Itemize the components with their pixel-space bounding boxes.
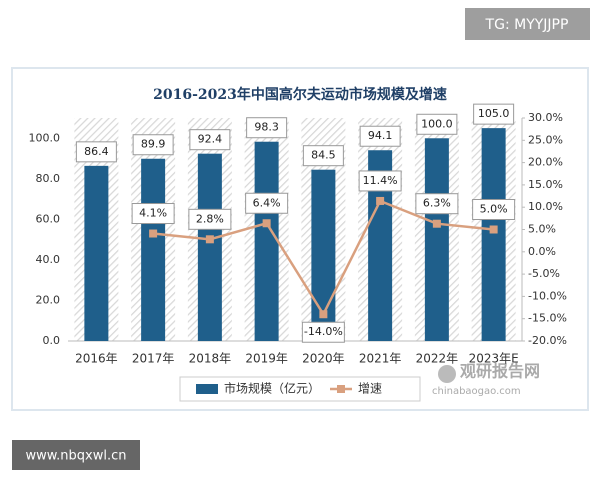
bar <box>197 153 222 341</box>
legend-swatch <box>337 385 345 393</box>
y-tick-label: 60.0 <box>36 212 61 225</box>
value-label: 89.9 <box>141 138 166 151</box>
y-tick-label: 20.0 <box>36 293 61 306</box>
value-label: 5.0% <box>480 203 508 216</box>
y2-tick-label: -5.0% <box>528 267 560 280</box>
line-marker <box>262 219 271 228</box>
label-box <box>472 199 516 220</box>
x-tick-label: 2019年 <box>245 352 288 366</box>
x-tick-label: 2016年 <box>75 352 118 366</box>
value-label: 2.8% <box>196 212 224 225</box>
value-label: 4.1% <box>139 207 167 220</box>
label-box <box>246 117 288 139</box>
line-marker <box>205 235 214 244</box>
value-label: 94.1 <box>368 129 393 142</box>
watermark-box <box>465 8 590 40</box>
bar <box>84 165 109 341</box>
value-label: 86.4 <box>84 145 109 158</box>
legend-box <box>179 376 421 402</box>
y2-tick-label: 0.0% <box>528 245 556 258</box>
x-tick-label: 2017年 <box>132 352 175 366</box>
label-box <box>188 208 232 230</box>
legend-label: 增速 <box>358 382 382 396</box>
value-label: 98.3 <box>254 121 279 134</box>
label-box <box>359 125 401 147</box>
legend-swatch <box>196 384 218 394</box>
bar <box>254 141 279 341</box>
line-marker <box>149 229 158 238</box>
x-tick-label: 2022年 <box>416 352 459 366</box>
value-label: 105.0 <box>478 107 510 120</box>
y-tick-label: 0.0 <box>43 334 61 347</box>
y2-tick-label: -15.0% <box>528 312 567 325</box>
y2-tick-label: -20.0% <box>528 334 567 347</box>
chart-title: 2016-2023年中国高尔夫运动市场规模及增速 <box>153 86 447 103</box>
logo: 观研报告网 <box>460 362 540 381</box>
watermark: www.nbqxwl.cn <box>25 449 126 464</box>
value-label: 6.4% <box>253 196 281 209</box>
line-marker <box>376 196 385 205</box>
line-marker <box>319 310 328 319</box>
label-box <box>245 192 289 214</box>
line-marker <box>489 225 498 234</box>
label-box <box>473 103 515 125</box>
label-box <box>302 145 344 167</box>
value-label: 92.4 <box>198 133 223 146</box>
legend-label: 市场规模（亿元） <box>224 381 320 396</box>
y-tick-label: 80.0 <box>36 172 61 185</box>
y2-tick-label: 10.0% <box>528 200 563 213</box>
y2-tick-label: 25.0% <box>528 133 563 146</box>
logo-url: chinabaogao.com <box>432 386 521 397</box>
bar <box>424 138 449 341</box>
label-box <box>415 193 459 215</box>
bar <box>141 158 166 341</box>
label-box <box>301 321 345 343</box>
value-label: 11.4% <box>363 174 398 187</box>
bar <box>481 128 506 341</box>
x-tick-label: 2023年E <box>469 352 519 366</box>
label-box <box>189 129 231 151</box>
label-box <box>132 134 174 156</box>
x-tick-label: 2020年 <box>302 352 345 366</box>
label-box <box>75 141 117 163</box>
y-tick-label: 100.0 <box>29 131 61 144</box>
x-tick-label: 2018年 <box>189 352 232 366</box>
label-box <box>131 203 175 225</box>
logo-icon <box>438 365 456 383</box>
x-tick-label: 2021年 <box>359 352 402 366</box>
watermark-box <box>12 440 140 470</box>
label-box <box>416 113 458 135</box>
y2-tick-label: 15.0% <box>528 178 563 191</box>
value-label: 6.3% <box>423 197 451 210</box>
y-tick-label: 40.0 <box>36 253 61 266</box>
y2-tick-label: 20.0% <box>528 156 563 169</box>
watermark: TG: MYYJJPP <box>485 17 569 33</box>
y2-tick-label: -10.0% <box>528 289 567 302</box>
y2-tick-label: 30.0% <box>528 111 563 124</box>
value-label: -14.0% <box>304 325 343 338</box>
label-box <box>358 170 402 192</box>
y2-tick-label: 5.0% <box>528 223 556 236</box>
line-marker <box>432 219 441 228</box>
value-label: 84.5 <box>311 149 336 162</box>
value-label: 100.0 <box>421 117 453 130</box>
